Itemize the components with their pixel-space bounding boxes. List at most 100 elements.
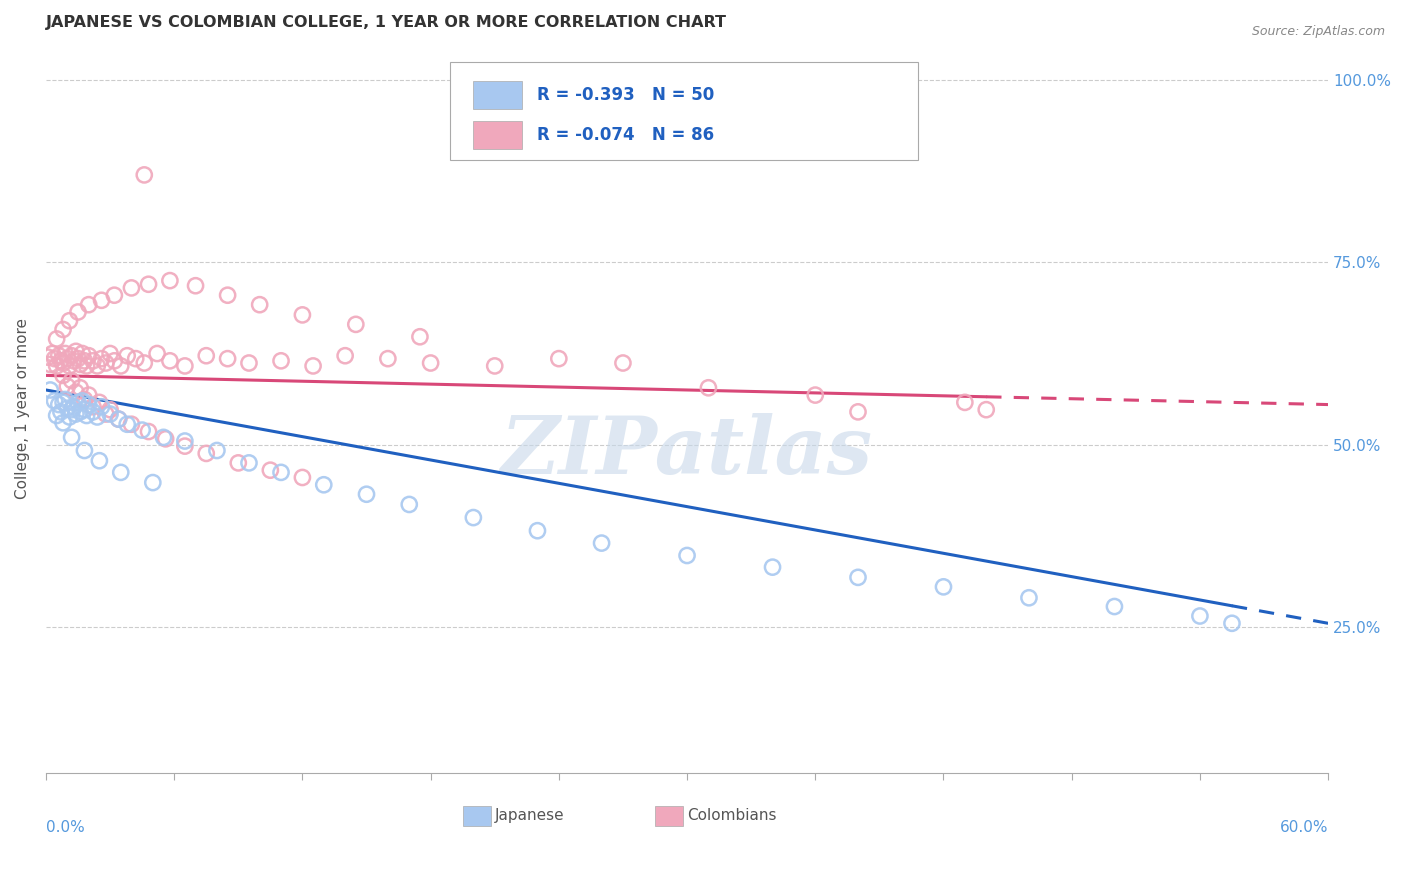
Point xyxy=(62,400,84,414)
Point xyxy=(90,351,112,366)
Point xyxy=(72,393,94,408)
Point xyxy=(484,359,506,373)
Point xyxy=(89,395,111,409)
Point xyxy=(377,351,399,366)
Point xyxy=(103,288,125,302)
Point xyxy=(103,354,125,368)
Point xyxy=(138,425,160,439)
Point xyxy=(463,510,485,524)
Point xyxy=(291,470,314,484)
Point xyxy=(120,417,142,432)
Point xyxy=(205,443,228,458)
Text: ZIPatlas: ZIPatlas xyxy=(501,413,873,491)
Point xyxy=(45,409,67,423)
Y-axis label: College, 1 year or more: College, 1 year or more xyxy=(15,318,30,499)
Point xyxy=(90,293,112,308)
Point xyxy=(62,354,84,368)
Point xyxy=(89,453,111,467)
Text: 60.0%: 60.0% xyxy=(1279,820,1329,835)
Text: 0.0%: 0.0% xyxy=(46,820,84,835)
Point xyxy=(56,379,79,393)
Text: R = -0.074   N = 86: R = -0.074 N = 86 xyxy=(537,126,714,144)
Point xyxy=(846,405,869,419)
Point xyxy=(48,349,70,363)
Point xyxy=(69,358,91,372)
Point xyxy=(76,359,98,373)
Point xyxy=(60,349,83,363)
Point xyxy=(1188,609,1211,624)
Point xyxy=(52,416,75,430)
Point xyxy=(259,463,281,477)
Point xyxy=(73,354,96,368)
Point xyxy=(52,395,75,409)
Point xyxy=(60,374,83,388)
Point xyxy=(65,407,87,421)
Point xyxy=(804,388,827,402)
Point xyxy=(419,356,441,370)
Point xyxy=(73,392,96,407)
Point xyxy=(125,351,148,366)
Point xyxy=(52,322,75,336)
Point xyxy=(676,549,699,563)
Point xyxy=(115,417,138,432)
Point xyxy=(58,359,80,373)
Point xyxy=(86,409,108,424)
Point xyxy=(195,349,218,363)
Point xyxy=(86,359,108,373)
Point xyxy=(142,475,165,490)
Point xyxy=(302,359,325,373)
Point xyxy=(44,351,66,366)
Point xyxy=(39,383,62,397)
Point xyxy=(77,298,100,312)
Text: Source: ZipAtlas.com: Source: ZipAtlas.com xyxy=(1251,25,1385,38)
Point xyxy=(134,168,156,182)
Point xyxy=(155,432,177,446)
Point xyxy=(58,314,80,328)
FancyBboxPatch shape xyxy=(450,62,918,161)
Point xyxy=(37,350,59,364)
Point xyxy=(159,274,181,288)
Point xyxy=(226,456,249,470)
Point xyxy=(173,439,195,453)
Point xyxy=(238,356,260,370)
Point xyxy=(41,346,63,360)
Point xyxy=(131,423,153,437)
Point xyxy=(56,401,79,416)
Point xyxy=(65,344,87,359)
Point xyxy=(932,580,955,594)
Point xyxy=(98,407,121,421)
Point xyxy=(77,398,100,412)
Point xyxy=(73,443,96,458)
Bar xyxy=(463,805,491,826)
Point xyxy=(846,570,869,584)
Point xyxy=(45,332,67,346)
Point xyxy=(98,346,121,360)
Point xyxy=(115,349,138,363)
Text: Japanese: Japanese xyxy=(495,808,564,823)
Point xyxy=(44,393,66,408)
Point xyxy=(94,407,117,421)
Point xyxy=(238,456,260,470)
Point xyxy=(1104,599,1126,614)
Bar xyxy=(472,121,522,149)
Point xyxy=(90,400,112,414)
Bar xyxy=(472,81,522,109)
Text: JAPANESE VS COLOMBIAN COLLEGE, 1 YEAR OR MORE CORRELATION CHART: JAPANESE VS COLOMBIAN COLLEGE, 1 YEAR OR… xyxy=(46,15,727,30)
Point xyxy=(398,498,420,512)
Point xyxy=(173,359,195,373)
Point xyxy=(52,368,75,383)
Point xyxy=(66,395,89,409)
Text: R = -0.393   N = 50: R = -0.393 N = 50 xyxy=(537,86,714,103)
Point xyxy=(73,402,96,417)
Point xyxy=(333,349,356,363)
Point xyxy=(184,278,207,293)
Point xyxy=(45,359,67,373)
Point xyxy=(58,409,80,424)
Point xyxy=(591,536,613,550)
Point xyxy=(60,430,83,444)
Point xyxy=(82,400,104,414)
Point xyxy=(69,381,91,395)
Point xyxy=(60,402,83,417)
Point xyxy=(217,351,239,366)
Point xyxy=(173,434,195,448)
